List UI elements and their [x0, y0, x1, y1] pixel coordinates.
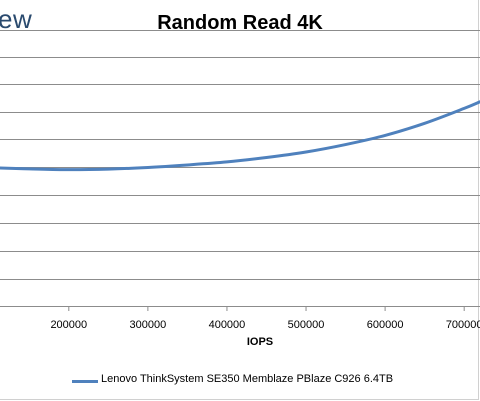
gridlines: [0, 30, 480, 280]
chart-title: Random Read 4K: [0, 12, 480, 35]
x-tick-label-0: 200000: [50, 319, 87, 331]
axes: [0, 306, 480, 311]
series-line-0: [0, 100, 480, 172]
x-tick-label-2: 400000: [209, 319, 246, 331]
legend-label: Lenovo ThinkSystem SE350 Memblaze PBlaze…: [101, 373, 394, 385]
x-tick-labels: 200000 300000 400000 500000 600000 700000: [50, 319, 480, 331]
x-tick-label-5: 700000: [446, 319, 480, 331]
chart-title-text: Random Read 4K: [157, 12, 323, 34]
x-tick-label-3: 500000: [288, 319, 325, 331]
x-tick-label-4: 600000: [367, 319, 404, 331]
legend-swatch: [72, 380, 98, 383]
series-layer: [0, 100, 480, 172]
x-tick-label-1: 300000: [130, 319, 167, 331]
watermark-text: ew: [0, 4, 33, 34]
x-axis-label: IOPS: [246, 336, 274, 348]
legend: Lenovo ThinkSystem SE350 Memblaze PBlaze…: [0, 373, 480, 389]
